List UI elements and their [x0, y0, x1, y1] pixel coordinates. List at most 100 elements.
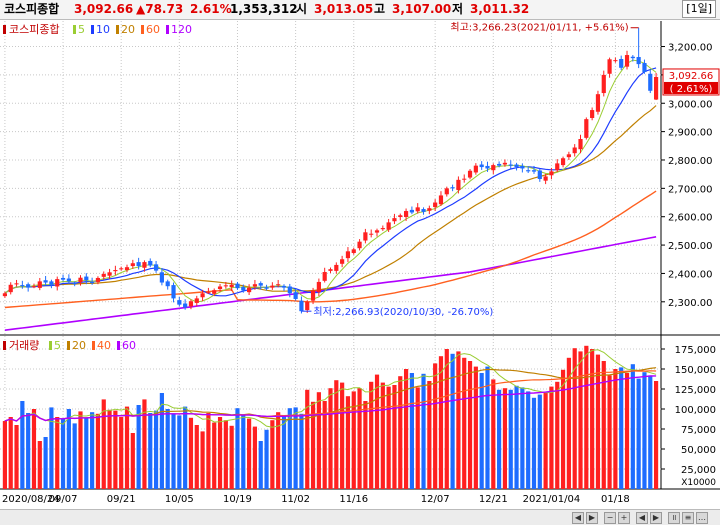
volume-bar — [148, 413, 153, 489]
candle-body — [345, 251, 351, 259]
volume-bar — [119, 417, 124, 489]
candle-body — [217, 286, 223, 290]
volume-legend-ma-label: 5 — [54, 339, 61, 352]
more-icon[interactable]: … — [696, 512, 708, 524]
candle-body — [183, 303, 188, 308]
candle-body — [566, 154, 571, 158]
candle-body — [479, 164, 484, 168]
volume-bar — [305, 389, 310, 489]
volume-bar — [229, 425, 234, 489]
volume-bar — [427, 381, 432, 489]
volume-bar — [438, 356, 444, 489]
volume-bar — [363, 401, 368, 489]
volume-bar — [316, 392, 321, 489]
price-ma10-line — [4, 67, 657, 297]
candle-body — [264, 287, 269, 289]
volume-bar — [200, 431, 205, 489]
volume-bar — [636, 378, 641, 489]
volume-legend-marker — [3, 341, 6, 350]
candle-body — [438, 195, 444, 205]
volume-bar — [648, 375, 653, 489]
candle-body — [584, 119, 589, 138]
volume-tick-label: 100,000 — [675, 405, 716, 416]
volume-bar — [531, 397, 537, 489]
chart-footer-toolbar: ◀ ▶ − + ◀ ▶ ॥ ≡ … — [0, 509, 720, 525]
volume-bar — [357, 388, 362, 489]
candle-body — [590, 110, 595, 119]
volume-bar — [340, 382, 345, 489]
scroll-right-icon[interactable]: ▶ — [586, 512, 598, 524]
volume-tick-label: 75,000 — [681, 425, 716, 436]
candle-body — [526, 170, 531, 172]
volume-bar — [549, 386, 554, 489]
volume-bar — [485, 366, 490, 489]
candle-body — [31, 286, 37, 288]
volume-bar — [49, 407, 54, 489]
price-legend-ma-label: 60 — [146, 23, 160, 36]
price-legend-ma-label: 20 — [121, 23, 135, 36]
candle-body — [613, 60, 618, 62]
candle-body — [206, 292, 211, 294]
candle-body — [374, 230, 380, 233]
high-price: 3,107.00 — [392, 2, 452, 16]
period-selector[interactable]: [1일] — [682, 0, 716, 18]
volume-bar — [619, 367, 624, 489]
candle-body — [142, 262, 147, 268]
volume-bar — [223, 420, 228, 489]
date-tick-label: 01/18 — [601, 494, 630, 505]
candle-body — [444, 188, 449, 195]
candle-body — [270, 285, 275, 288]
candle-body — [43, 280, 48, 283]
volume-tick-label: 150,000 — [675, 365, 716, 376]
volume-bar — [380, 382, 385, 489]
high-label: 고 — [374, 2, 386, 16]
candle-body — [293, 292, 298, 299]
zoom-in-icon[interactable]: + — [618, 512, 630, 524]
zoom-out-icon[interactable]: − — [604, 512, 616, 524]
scroll-start-icon[interactable]: ◀ — [636, 512, 648, 524]
scroll-end-icon[interactable]: ▶ — [650, 512, 662, 524]
volume-bar — [258, 441, 263, 489]
volume-bar — [287, 408, 292, 489]
candle-body — [450, 187, 455, 189]
volume-bar — [386, 386, 391, 489]
price-tick-label: 3,200.00 — [668, 43, 713, 54]
candle-body — [462, 178, 467, 180]
last-price-pct-bg — [664, 81, 718, 94]
candle-body — [351, 249, 356, 254]
pause-icon[interactable]: ॥ — [668, 512, 680, 524]
volume-bar — [241, 414, 246, 489]
candle-body — [188, 301, 194, 307]
date-tick-label: 10/05 — [165, 494, 194, 505]
candle-body — [305, 301, 310, 311]
volume-bar — [310, 401, 316, 489]
date-tick-label: 11/02 — [281, 494, 310, 505]
volume-legend-ma-label: 40 — [97, 339, 111, 352]
candle-body — [165, 281, 170, 287]
price-legend-ma-marker — [73, 25, 76, 34]
scroll-left-icon[interactable]: ◀ — [572, 512, 584, 524]
candle-body — [130, 263, 135, 267]
price-legend-ma-marker — [116, 25, 119, 34]
volume-bar — [72, 423, 77, 489]
price-legend-ma-marker — [141, 25, 144, 34]
candle-body — [624, 55, 630, 67]
volume-bar — [630, 364, 635, 489]
candle-body — [72, 283, 77, 285]
date-tick-label: 09/21 — [107, 494, 136, 505]
settings-icon[interactable]: ≡ — [682, 512, 694, 524]
volume-bar — [351, 391, 356, 489]
volume-legend-ma-marker — [92, 341, 95, 350]
candle-body — [66, 278, 71, 282]
date-tick-label: 12/07 — [421, 494, 450, 505]
volume-bar — [473, 366, 478, 489]
date-tick-label: 2021/01/04 — [523, 494, 581, 505]
volume-bar — [595, 354, 601, 489]
candle-body — [119, 268, 124, 270]
volume-bar — [462, 357, 467, 489]
candle-body — [84, 276, 89, 281]
candle-body — [55, 279, 60, 287]
candle-body — [380, 228, 385, 230]
candle-body — [537, 170, 542, 179]
volume-bar — [78, 411, 83, 489]
